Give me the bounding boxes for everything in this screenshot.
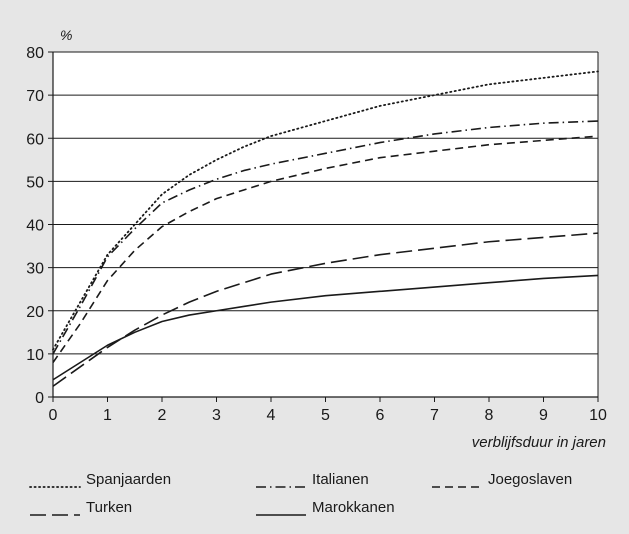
legend-label: Spanjaarden — [86, 471, 171, 488]
legend: Spanjaarden Italianen Joegoslaven Turken Mar… — [29, 471, 572, 516]
x-tick-label: 2 — [158, 407, 167, 424]
legend-label: Joegoslaven — [488, 471, 572, 488]
series-line-italianen — [52, 120, 599, 355]
y-tick-label: 60 — [26, 131, 44, 148]
legend-label: Marokkanen — [312, 499, 395, 516]
y-tick-label: 30 — [26, 261, 44, 278]
y-tick-label: 40 — [26, 218, 44, 235]
x-tick-label: 7 — [430, 407, 439, 424]
y-tick-label: 70 — [26, 88, 44, 105]
series-line-spanjaarden — [52, 70, 599, 351]
x-tick-label: 1 — [103, 407, 112, 424]
axes: 0 10 20 30 40 50 60 70 80 0 1 2 3 4 5 6 7 8 9 10 — [26, 45, 607, 424]
x-tick-label: 9 — [539, 407, 548, 424]
x-tick-label: 0 — [49, 407, 58, 424]
legend-label: Turken — [86, 499, 132, 516]
x-tick-label: 3 — [212, 407, 221, 424]
series-line-marokkanen — [52, 274, 599, 381]
y-tick-label: 0 — [35, 390, 44, 407]
x-tick-label: 6 — [376, 407, 385, 424]
x-tick-label: 8 — [485, 407, 494, 424]
series-lines — [52, 70, 599, 387]
legend-label: Italianen — [312, 471, 369, 488]
y-tick-label: 50 — [26, 174, 44, 191]
y-axis-label: % — [60, 27, 72, 43]
x-tick-label: 5 — [321, 407, 330, 424]
y-tick-label: 80 — [26, 45, 44, 62]
x-tick-label: 10 — [589, 407, 607, 424]
series-line-joegoslaven — [52, 135, 599, 363]
y-tick-label: 20 — [26, 304, 44, 321]
x-axis-label: verblijfsduur in jaren — [472, 434, 606, 451]
y-tick-label: 10 — [26, 347, 44, 364]
x-tick-label: 4 — [267, 407, 276, 424]
